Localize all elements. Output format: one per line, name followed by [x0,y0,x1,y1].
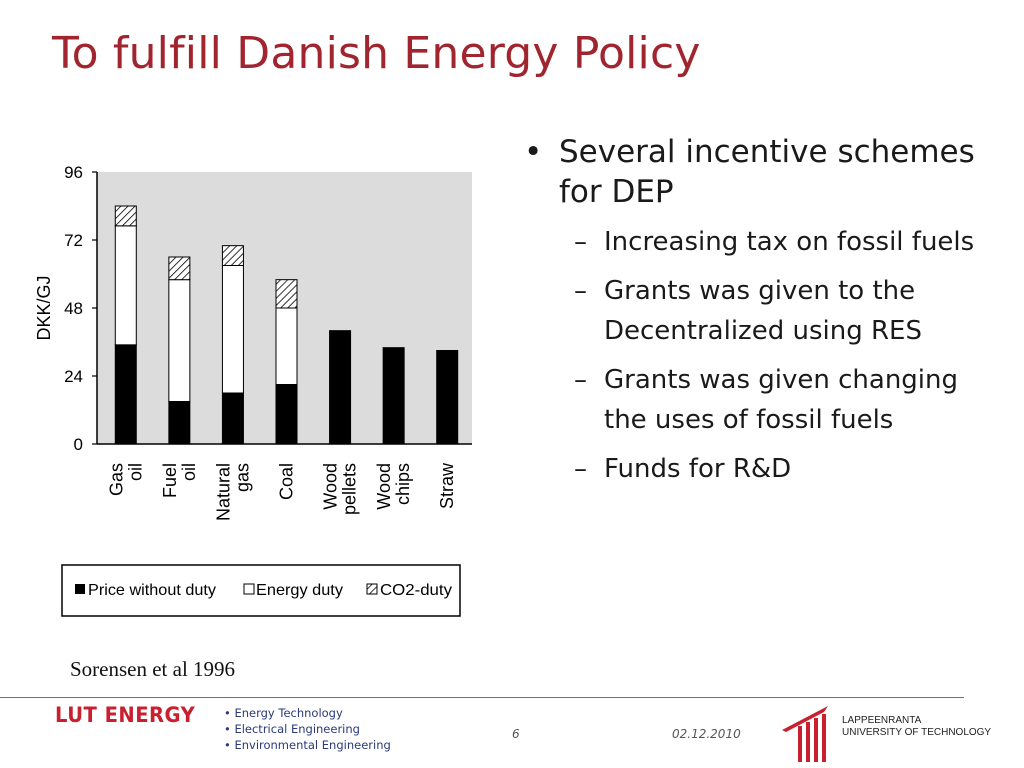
x-tick-label-line: Gas [106,463,126,496]
bar-energy-duty [221,265,244,394]
bar-co2-duty [114,205,137,227]
sub-bullet-text: Increasing tax on fossil fuels [604,227,975,257]
x-tick-label-line: Wood [321,463,341,510]
sub-bullet: – Funds for R&D [574,454,792,484]
x-tick-labels: Gas oil Fuel oil Natural gas Coal Wood pellets Wo… [106,462,457,521]
legend-label-co2: CO2-duty [380,582,452,599]
legend: Price without duty Energy duty CO2-duty [61,564,461,617]
bar-co2-duty [221,245,244,266]
sub-bullet: – Grants was given changing the uses of f… [574,365,959,435]
legend-swatch-energy [243,583,255,595]
bar-price-without-duty [168,401,191,445]
legend-swatch-co2 [366,583,378,595]
y-ticks: 0 24 48 72 96 [64,163,97,454]
legend-box [61,564,461,617]
bar-price-without-duty [275,384,298,445]
x-tick-label: Gas oil [106,463,145,496]
sub-bullet: – Increasing tax on fossil fuels [574,227,975,257]
y-tick-label: 24 [64,367,83,386]
bar-co2-duty [168,256,191,281]
bullet-list: • Several incentive schemes for DEP – Inc… [524,132,994,498]
footer-item: • Energy Technology [224,706,343,720]
x-tick-label-line: Wood [374,463,394,510]
sub-bullet-text: Funds for R&D [604,454,792,484]
page-number: 6 [512,727,520,741]
university-logo-icon [782,706,828,762]
slide-title: To fulfill Danish Energy Policy [52,28,701,79]
x-tick-label-line: Fuel [160,463,180,498]
y-axis-label: DKK/GJ [34,275,54,340]
legend-swatch-price [75,584,85,594]
bar-price-without-duty [382,347,405,445]
bullet-main: • Several incentive schemes for DEP [524,132,994,212]
footer-divider [0,697,964,698]
y-tick-label: 0 [74,435,83,454]
bar-price-without-duty [436,350,459,445]
x-tick-label: Wood pellets [321,463,360,515]
bar-co2-duty [275,279,298,309]
source-citation: Sorensen et al 1996 [70,657,236,681]
x-tick-label-line: chips [393,463,413,505]
footer-item: • Electrical Engineering [224,722,360,736]
y-tick-label: 72 [64,231,83,250]
slide-date: 02.12.2010 [672,727,741,741]
x-tick-label: Straw [437,462,457,509]
bars [114,205,459,445]
x-tick-label-line: oil [179,463,199,481]
bar-price-without-duty [221,392,244,445]
footer-department-list: • Energy Technology • Electrical Enginee… [224,705,391,753]
x-tick-label-line: pellets [340,463,360,515]
y-tick-label: 96 [64,163,83,182]
bar-energy-duty [275,307,298,385]
x-tick-label: Natural gas [213,463,252,521]
bar-price-without-duty [329,330,352,445]
bullet-dot: • [524,134,543,170]
bar-energy-duty [114,225,137,346]
sub-bullet-text: Grants was given changing the uses of fo… [604,365,959,435]
x-tick-label-line: Straw [437,462,457,509]
bullet-main-text: Several incentive schemes for DEP [559,134,975,210]
y-tick-label: 48 [64,299,83,318]
lut-energy-logo: LUT ENERGY [55,703,196,727]
x-tick-label-line: Natural [213,463,233,521]
legend-label-price: Price without duty [88,582,216,599]
legend-label-energy: Energy duty [256,582,343,599]
x-tick-label: Wood chips [374,463,413,510]
university-name: LAPPEENRANTA UNIVERSITY OF TECHNOLOGY [842,715,992,738]
bar-energy-duty [168,279,191,402]
sub-bullet-list: – Increasing tax on fossil fuels – Grants … [524,222,994,489]
sub-bullet-text: Grants was given to the Decentralized us… [604,276,922,346]
x-tick-label-line: gas [232,463,252,492]
x-tick-label-line: oil [125,463,145,481]
x-tick-label: Fuel oil [160,463,199,498]
footer-item: • Environmental Engineering [224,738,391,752]
sub-bullet: – Grants was given to the Decentralized u… [574,276,922,346]
x-tick-label-line: Coal [277,463,297,500]
x-tick-label: Coal [277,463,297,500]
bar-price-without-duty [114,344,137,445]
